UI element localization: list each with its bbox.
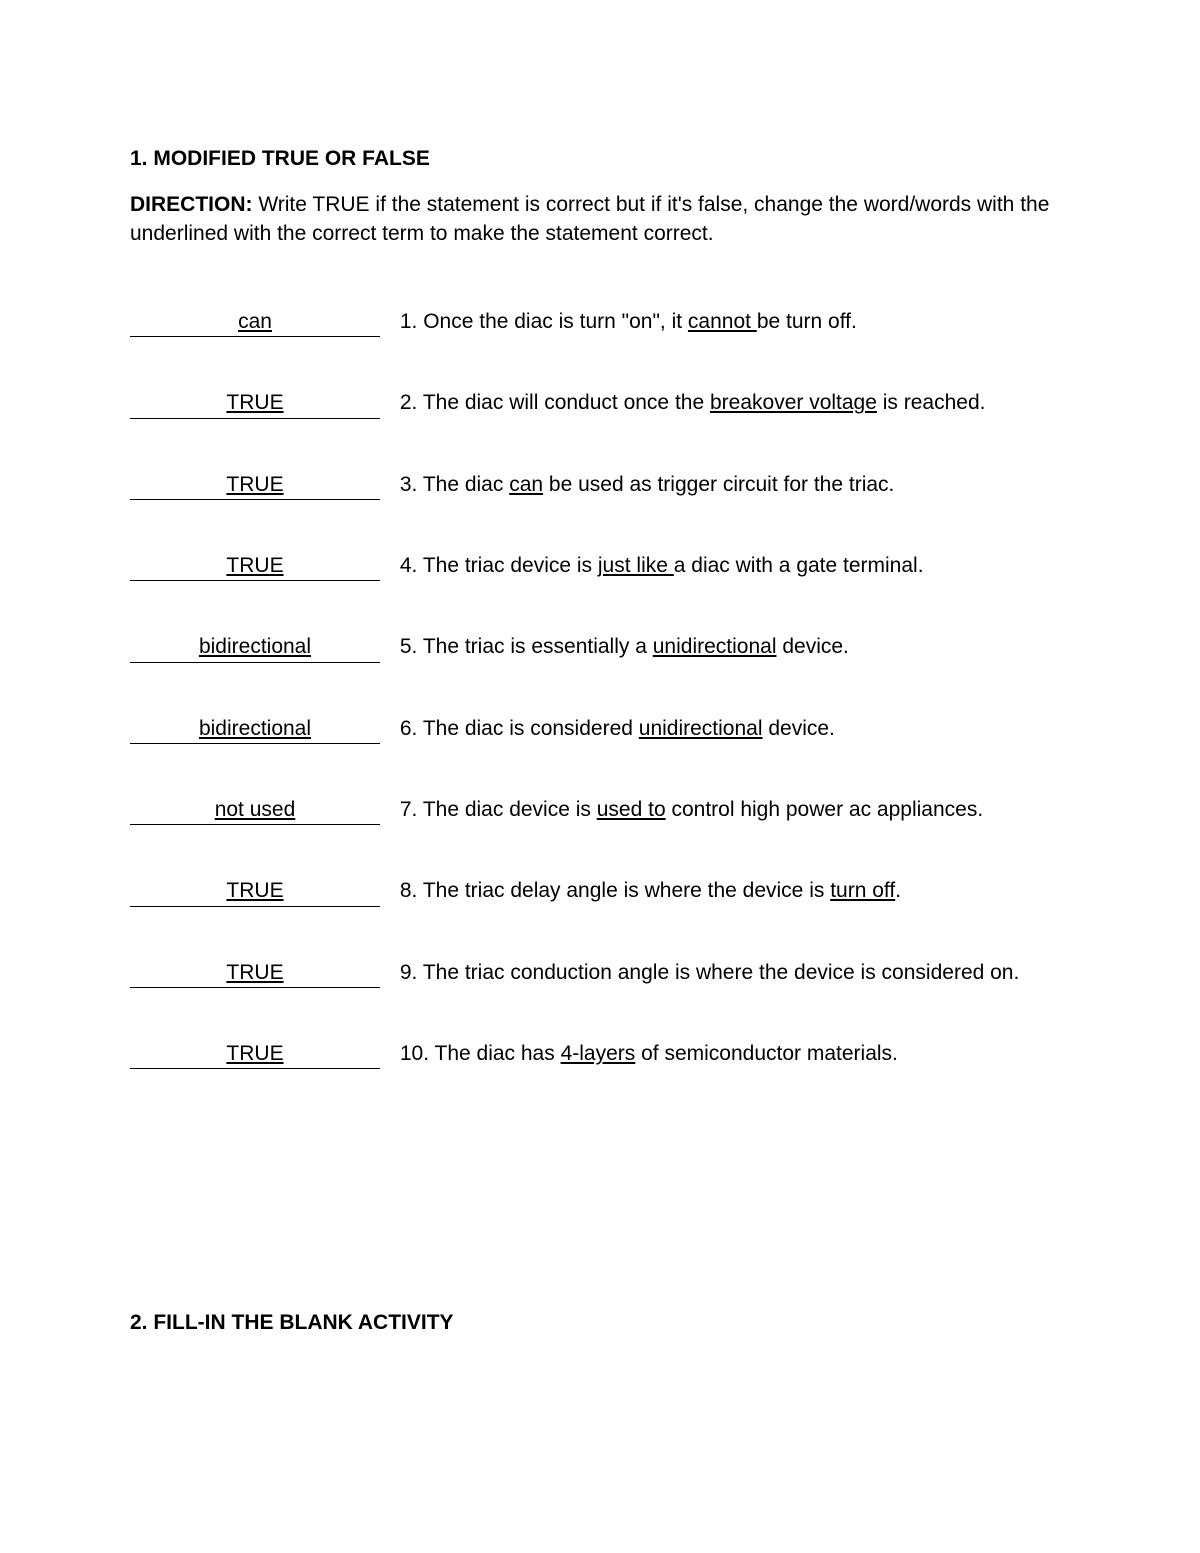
answer-blank[interactable]: TRUE [130, 877, 380, 906]
section1-title: 1. MODIFIED TRUE OR FALSE [130, 145, 1070, 173]
direction-label: DIRECTION: [130, 193, 253, 216]
question-text-post: be turn off. [757, 310, 857, 333]
question-text-post: . [895, 879, 901, 902]
answer-blank[interactable]: TRUE [130, 1040, 380, 1069]
underlined-term: turn off [830, 879, 895, 902]
question-item: can 1. Once the diac is turn "on", it ca… [130, 308, 1070, 337]
underlined-term: breakover voltage [710, 391, 877, 414]
question-item: TRUE 10. The diac has 4-layers of semico… [130, 1040, 1070, 1069]
question-number: 1. [400, 310, 423, 333]
underlined-term: can [509, 473, 543, 496]
question-number: 5. [400, 635, 423, 658]
question-item: bidirectional 5. The triac is essentiall… [130, 633, 1070, 662]
question-text-pre: The triac device is [423, 554, 598, 577]
question-number: 2. [400, 391, 423, 414]
answer-blank[interactable]: bidirectional [130, 715, 380, 744]
question-item: TRUE 8. The triac delay angle is where t… [130, 877, 1070, 906]
question-item: TRUE 9. The triac conduction angle is wh… [130, 959, 1070, 988]
question-item: TRUE 3. The diac can be used as trigger … [130, 471, 1070, 500]
question-number: 7. [400, 798, 423, 821]
answer-blank[interactable]: TRUE [130, 389, 380, 418]
question-item: TRUE 2. The diac will conduct once the b… [130, 389, 1070, 418]
question-text-post: of semiconductor materials. [635, 1042, 898, 1065]
question-number: 6. [400, 717, 423, 740]
answer-blank[interactable]: not used [130, 796, 380, 825]
question-text-post: a diac with a gate terminal. [674, 554, 924, 577]
question-text-post: device. [777, 635, 849, 658]
question-number: 10. [400, 1042, 435, 1065]
question-text-pre: The diac has [435, 1042, 561, 1065]
question-text-post: control high power ac appliances. [666, 798, 984, 821]
worksheet-page: 1. MODIFIED TRUE OR FALSE DIRECTION: Wri… [0, 0, 1200, 1553]
question-item: not used 7. The diac device is used to c… [130, 796, 1070, 825]
question-text-post: is reached. [877, 391, 986, 414]
question-text-pre: Once the diac is turn "on", it [423, 310, 688, 333]
question-text-pre: The triac delay angle is where the devic… [423, 879, 830, 902]
answer-blank[interactable]: can [130, 308, 380, 337]
question-number: 4. [400, 554, 423, 577]
question-text-post: device. [763, 717, 835, 740]
question-text-pre: The diac will conduct once the [423, 391, 710, 414]
underlined-term: unidirectional [639, 717, 763, 740]
underlined-term: just like [598, 554, 674, 577]
question-list: can 1. Once the diac is turn "on", it ca… [130, 308, 1070, 1069]
question-text-pre: The triac is essentially a [423, 635, 653, 658]
question-item: bidirectional 6. The diac is considered … [130, 715, 1070, 744]
direction-block: DIRECTION: Write TRUE if the statement i… [130, 191, 1070, 248]
section2-title: 2. FILL-IN THE BLANK ACTIVITY [130, 1309, 1070, 1337]
answer-blank[interactable]: TRUE [130, 959, 380, 988]
question-text-pre: The triac conduction angle is where the … [423, 961, 1020, 984]
underlined-term: 4-layers [561, 1042, 636, 1065]
question-item: TRUE 4. The triac device is just like a … [130, 552, 1070, 581]
answer-blank[interactable]: bidirectional [130, 633, 380, 662]
question-text-post: be used as trigger circuit for the triac… [543, 473, 894, 496]
question-text-pre: The diac device is [423, 798, 597, 821]
question-text-pre: The diac is considered [423, 717, 639, 740]
question-number: 3. [400, 473, 423, 496]
question-number: 8. [400, 879, 423, 902]
question-number: 9. [400, 961, 423, 984]
direction-text: Write TRUE if the statement is correct b… [130, 193, 1049, 244]
underlined-term: cannot [688, 310, 757, 333]
answer-blank[interactable]: TRUE [130, 552, 380, 581]
underlined-term: unidirectional [653, 635, 777, 658]
answer-blank[interactable]: TRUE [130, 471, 380, 500]
question-text-pre: The diac [423, 473, 509, 496]
underlined-term: used to [597, 798, 666, 821]
